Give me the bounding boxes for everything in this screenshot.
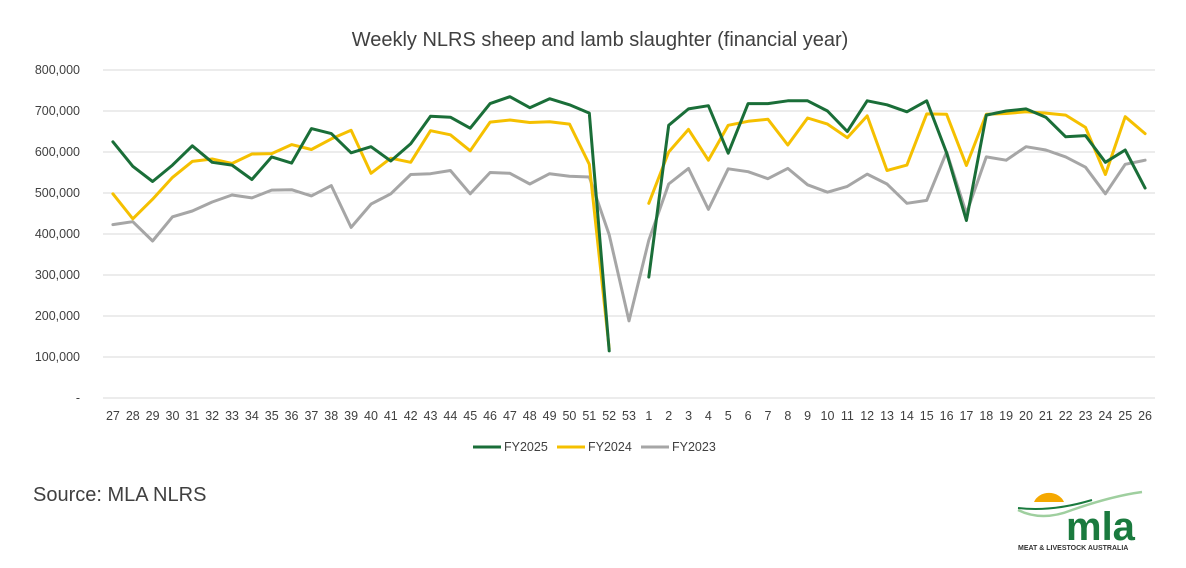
x-tick-label: 15	[920, 409, 934, 423]
logo-wordmark: mla	[1066, 505, 1136, 549]
x-tick-label: 52	[602, 409, 616, 423]
y-tick-label: 300,000	[35, 268, 80, 282]
logo-swoosh-icon	[1017, 490, 1143, 518]
x-tick-label: 31	[185, 409, 199, 423]
gridlines	[103, 69, 1155, 399]
x-tick-label: 25	[1118, 409, 1132, 423]
x-tick-label: 19	[999, 409, 1013, 423]
x-tick-label: 3	[685, 409, 692, 423]
x-tick-label: 23	[1079, 409, 1093, 423]
logo-sun-icon	[1034, 492, 1064, 502]
y-tick-label: 800,000	[35, 63, 80, 77]
x-tick-label: 8	[784, 409, 791, 423]
y-tick-label: 700,000	[35, 104, 80, 118]
x-tick-label: 30	[166, 409, 180, 423]
x-tick-label: 45	[463, 409, 477, 423]
legend: FY2025 FY2024 FY2023	[473, 440, 716, 454]
x-tick-label: 17	[959, 409, 973, 423]
x-tick-label: 41	[384, 409, 398, 423]
x-tick-label: 40	[364, 409, 378, 423]
x-tick-label: 24	[1098, 409, 1112, 423]
x-tick-label: 29	[146, 409, 160, 423]
x-tick-label: 34	[245, 409, 259, 423]
x-tick-label: 37	[304, 409, 318, 423]
x-tick-label: 21	[1039, 409, 1053, 423]
x-tick-label: 2	[665, 409, 672, 423]
x-tick-label: 10	[821, 409, 835, 423]
series-lines	[111, 95, 1147, 353]
x-tick-label: 39	[344, 409, 358, 423]
legend-label-fy2024: FY2024	[588, 440, 632, 454]
x-tick-label: 11	[841, 409, 854, 423]
x-tick-label: 44	[443, 409, 457, 423]
x-tick-label: 20	[1019, 409, 1033, 423]
x-tick-label: 6	[745, 409, 752, 423]
y-axis: - 100,000 200,000 300,000 400,000 500,000 600,…	[35, 63, 80, 405]
x-tick-label: 1	[645, 409, 652, 423]
x-tick-label: 9	[804, 409, 811, 423]
x-tick-label: 49	[543, 409, 557, 423]
x-tick-label: 43	[424, 409, 438, 423]
chart-title: Weekly NLRS sheep and lamb slaughter (fi…	[352, 29, 849, 51]
logo-arc-icon	[1017, 499, 1093, 510]
series-line-fy2024	[111, 110, 1147, 351]
x-tick-label: 53	[622, 409, 636, 423]
x-tick-label: 16	[940, 409, 954, 423]
y-tick-label: 200,000	[35, 309, 80, 323]
x-tick-label: 12	[860, 409, 874, 423]
x-tick-label: 36	[285, 409, 299, 423]
mla-logo: mla MEAT & LIVESTOCK AUSTRALIA	[1017, 490, 1143, 552]
x-tick-label: 35	[265, 409, 279, 423]
y-tick-label: 400,000	[35, 227, 80, 241]
x-tick-label: 5	[725, 409, 732, 423]
logo-subtitle: MEAT & LIVESTOCK AUSTRALIA	[1018, 545, 1128, 552]
x-tick-label: 18	[979, 409, 993, 423]
y-tick-label: -	[76, 391, 80, 405]
x-tick-label: 13	[880, 409, 894, 423]
legend-label-fy2023: FY2023	[672, 440, 716, 454]
y-tick-label: 100,000	[35, 350, 80, 364]
x-tick-label: 47	[503, 409, 517, 423]
x-tick-label: 38	[324, 409, 338, 423]
x-tick-label: 14	[900, 409, 914, 423]
x-tick-label: 4	[705, 409, 712, 423]
x-tick-label: 33	[225, 409, 239, 423]
source-note: Source: MLA NLRS	[33, 484, 207, 506]
x-tick-label: 22	[1059, 409, 1073, 423]
x-tick-label: 28	[126, 409, 140, 423]
x-tick-label: 26	[1138, 409, 1152, 423]
y-tick-label: 600,000	[35, 145, 80, 159]
series-line-fy2023	[111, 145, 1147, 323]
x-tick-label: 7	[764, 409, 771, 423]
x-axis: 27 28 29 30 31 32 33 34 35 36 37 38 39 40 41 42 43 44 45 46…	[106, 409, 1152, 423]
x-tick-label: 50	[562, 409, 576, 423]
x-tick-label: 46	[483, 409, 497, 423]
x-tick-label: 42	[404, 409, 418, 423]
x-tick-label: 27	[106, 409, 120, 423]
x-tick-label: 32	[205, 409, 219, 423]
x-tick-label: 51	[582, 409, 596, 423]
legend-label-fy2025: FY2025	[504, 440, 548, 454]
series-line-fy2025	[111, 95, 1147, 353]
x-tick-label: 48	[523, 409, 537, 423]
y-tick-label: 500,000	[35, 186, 80, 200]
